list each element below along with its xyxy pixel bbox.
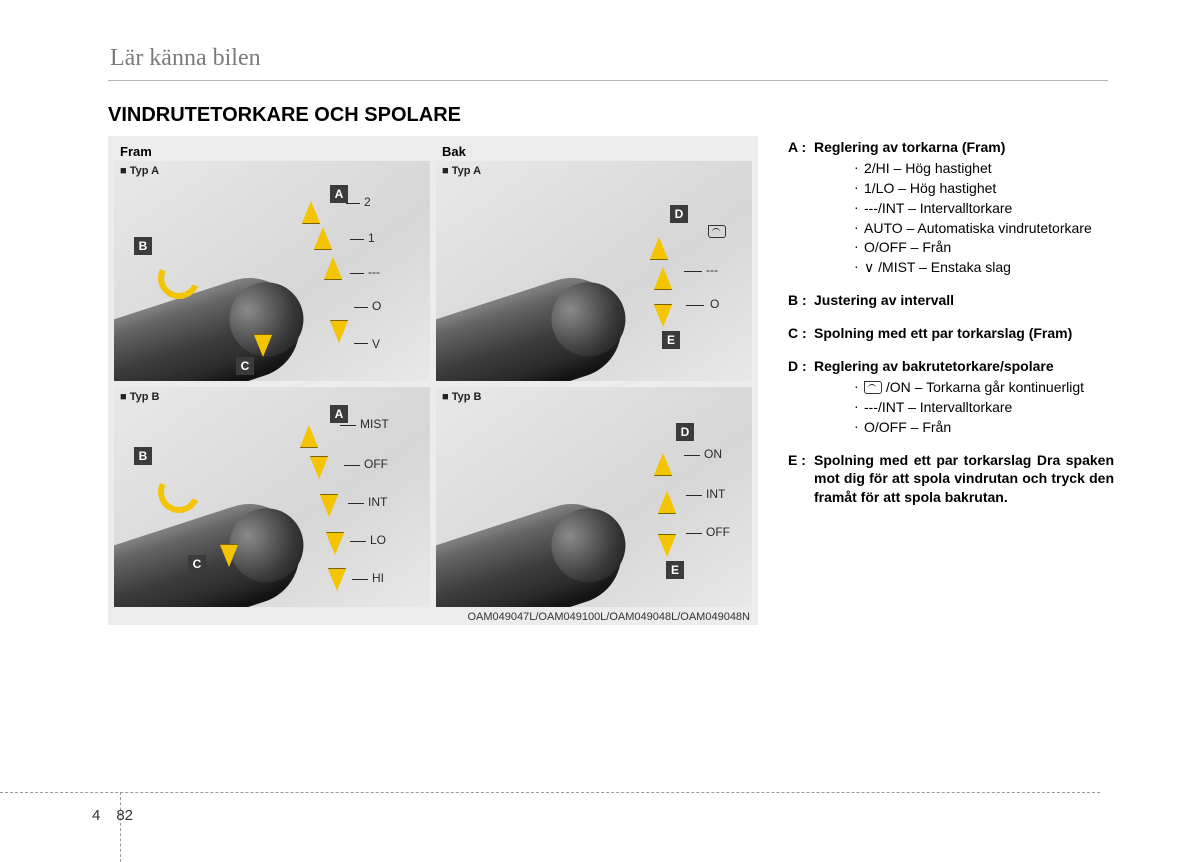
badge-a: A xyxy=(330,405,348,423)
list-item: AUTO – Automatiska vindrutetorkare xyxy=(854,219,1114,238)
setting-label: 1 xyxy=(368,231,375,245)
setting-label: MIST xyxy=(360,417,389,431)
arrow-icon xyxy=(654,267,672,289)
arrow-icon xyxy=(326,533,344,555)
badge-b: B xyxy=(134,447,152,465)
rear-wiper-icon xyxy=(708,223,726,239)
figure-back-type-a: ■ Typ A D E --- O xyxy=(436,161,752,381)
figure-back-label: Bak xyxy=(442,144,752,159)
setting-label: O xyxy=(372,299,381,313)
list-item: ---/INT – Intervalltorkare xyxy=(854,398,1114,417)
list-item: 2/HI – Hög hastighet xyxy=(854,159,1114,178)
section-d-list: /ON – Torkarna går kontinuerligt ---/INT… xyxy=(814,378,1114,437)
badge-e: E xyxy=(662,331,680,349)
arrow-icon xyxy=(300,425,318,447)
setting-label: LO xyxy=(370,533,386,547)
setting-label: --- xyxy=(368,265,380,279)
section-e-heading: E :Spolning med ett par torkarslag Dra s… xyxy=(788,451,1114,508)
badge-c: C xyxy=(188,555,206,573)
description-column: A :Reglering av torkarna (Fram) 2/HI – H… xyxy=(788,138,1114,507)
setting-label: ON xyxy=(704,447,722,461)
wiper-lever xyxy=(114,265,312,381)
badge-d: D xyxy=(676,423,694,441)
setting-label: 2 xyxy=(364,195,371,209)
section-b-heading: B :Justering av intervall xyxy=(788,291,1114,310)
list-item: ---/INT – Intervalltorkare xyxy=(854,199,1114,218)
list-item: O/OFF – Från xyxy=(854,418,1114,437)
list-item: ∨ /MIST – Enstaka slag xyxy=(854,258,1114,277)
footer-divider-vertical xyxy=(120,792,121,862)
setting-label: INT xyxy=(368,495,387,509)
figure-type-b-label: ■ Typ B xyxy=(120,391,159,403)
list-item: O/OFF – Från xyxy=(854,238,1114,257)
section-d-heading: D :Reglering av bakrutetorkare/spolare xyxy=(788,357,1114,376)
figure-column-front: Fram ■ Typ A A B C 2 1 --- O xyxy=(114,142,430,607)
arrow-icon xyxy=(658,535,676,557)
arrow-icon xyxy=(320,495,338,517)
arrow-icon xyxy=(310,457,328,479)
badge-a: A xyxy=(330,185,348,203)
section-a-list: 2/HI – Hög hastighet 1/LO – Hög hastighe… xyxy=(814,159,1114,277)
arrow-icon xyxy=(302,201,320,223)
setting-label: OFF xyxy=(364,457,388,471)
page-number: 482 xyxy=(92,807,133,824)
setting-label: OFF xyxy=(706,525,730,539)
setting-label: INT xyxy=(706,487,725,501)
rear-wiper-icon xyxy=(864,381,882,394)
arrow-icon xyxy=(330,321,348,343)
arrow-icon xyxy=(654,453,672,475)
badge-e: E xyxy=(666,561,684,579)
arrow-icon xyxy=(324,257,342,279)
arrow-icon xyxy=(328,569,346,591)
badge-b: B xyxy=(134,237,152,255)
wiper-lever xyxy=(436,265,634,381)
badge-c: C xyxy=(236,357,254,375)
figure-front-type-b: ■ Typ B A B C MIST OFF INT LO xyxy=(114,387,430,607)
setting-label: O xyxy=(710,297,719,311)
figure-back-type-b: ■ Typ B D E ON INT OFF xyxy=(436,387,752,607)
arrow-icon xyxy=(254,335,272,357)
divider-top xyxy=(108,80,1108,81)
figure-type-b-label: ■ Typ B xyxy=(442,391,481,403)
figure-front-label: Fram xyxy=(120,144,430,159)
arrow-icon xyxy=(650,237,668,259)
setting-label: --- xyxy=(706,263,718,277)
arrow-icon xyxy=(314,227,332,249)
figure-type-a-label: ■ Typ A xyxy=(120,165,159,177)
section-a-heading: A :Reglering av torkarna (Fram) xyxy=(788,138,1114,157)
footer-divider xyxy=(0,792,1100,793)
breadcrumb: Lär känna bilen xyxy=(110,45,261,72)
badge-d: D xyxy=(670,205,688,223)
arrow-icon xyxy=(220,545,238,567)
setting-label: HI xyxy=(372,571,384,585)
page-title: VINDRUTETORKARE OCH SPOLARE xyxy=(108,104,461,127)
figure-type-a-label: ■ Typ A xyxy=(442,165,481,177)
figure-column-back: Bak ■ Typ A D E --- O ■ Typ B D xyxy=(436,142,752,607)
arrow-icon xyxy=(152,465,206,519)
figure-front-type-a: ■ Typ A A B C 2 1 --- O V xyxy=(114,161,430,381)
wiper-lever xyxy=(114,491,312,607)
figure-panel: Fram ■ Typ A A B C 2 1 --- O xyxy=(108,136,758,625)
setting-label: V xyxy=(372,337,380,351)
section-c-heading: C :Spolning med ett par torkarslag (Fram… xyxy=(788,324,1114,343)
arrow-icon xyxy=(654,305,672,327)
arrow-icon xyxy=(658,491,676,513)
figure-reference-code: OAM049047L/OAM049100L/OAM049048L/OAM0490… xyxy=(114,611,750,623)
list-item: 1/LO – Hög hastighet xyxy=(854,179,1114,198)
wiper-lever xyxy=(436,491,634,607)
list-item: /ON – Torkarna går kontinuerligt xyxy=(854,378,1114,397)
